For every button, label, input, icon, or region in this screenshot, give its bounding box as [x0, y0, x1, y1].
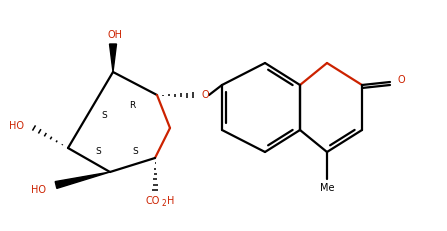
Text: H: H — [167, 196, 175, 206]
Text: CO: CO — [146, 196, 160, 206]
Text: O: O — [397, 75, 405, 85]
Text: S: S — [132, 148, 138, 156]
Text: OH: OH — [107, 30, 122, 40]
Text: O: O — [202, 90, 210, 100]
Text: R: R — [129, 100, 135, 109]
Polygon shape — [110, 44, 117, 72]
Text: HO: HO — [31, 185, 46, 195]
Text: HO: HO — [9, 121, 24, 131]
Text: Me: Me — [320, 183, 334, 193]
Text: S: S — [101, 110, 107, 119]
Text: 2: 2 — [162, 200, 166, 209]
Text: S: S — [95, 148, 101, 156]
Polygon shape — [55, 172, 110, 188]
